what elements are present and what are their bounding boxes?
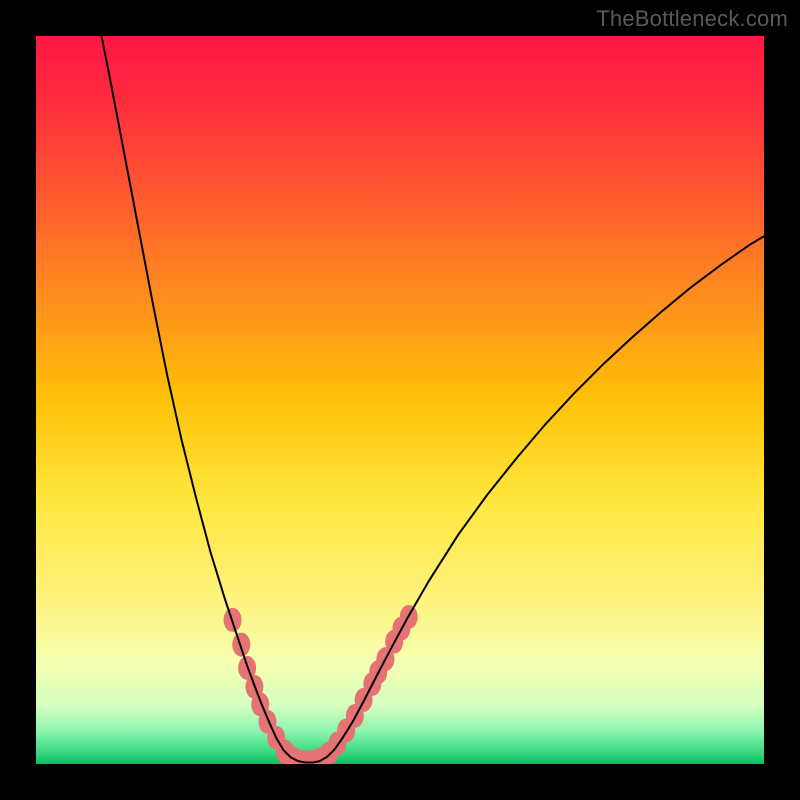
watermark-label: TheBottleneck.com bbox=[596, 6, 788, 32]
chart-background bbox=[36, 36, 764, 764]
bottleneck-chart bbox=[36, 36, 764, 764]
chart-container: TheBottleneck.com bbox=[0, 0, 800, 800]
data-marker bbox=[232, 633, 250, 657]
